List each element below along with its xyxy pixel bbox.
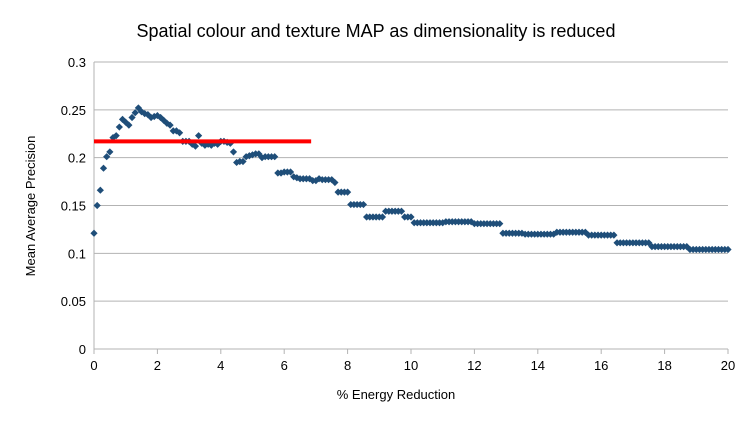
x-tick-label: 18 (657, 358, 671, 373)
x-tick-label: 8 (344, 358, 351, 373)
data-point (131, 109, 139, 117)
data-point (128, 113, 136, 122)
x-tick-labels: 0 2 4 6 8 10 12 14 16 18 20 (90, 358, 735, 373)
data-point (144, 111, 152, 119)
gridlines (94, 61, 728, 302)
x-tick-label: 10 (404, 358, 418, 373)
y-tick-label: 0.2 (68, 151, 86, 166)
chart-title: Spatial colour and texture MAP as dimens… (137, 21, 616, 41)
y-tick-label: 0.1 (68, 246, 86, 261)
y-tick-label: 0 (79, 342, 86, 357)
data-point (724, 245, 732, 254)
data-point (610, 231, 618, 239)
x-tick-label: 16 (594, 358, 608, 373)
data-point (125, 121, 133, 129)
data-point (106, 148, 114, 156)
data-point (96, 186, 104, 194)
data-point (93, 201, 101, 210)
axes (93, 62, 729, 354)
data-point (496, 220, 504, 228)
data-point (397, 207, 406, 215)
data-point (166, 121, 174, 129)
data-point (115, 123, 123, 131)
data-point (195, 132, 203, 140)
data-point (290, 173, 298, 181)
y-tick-labels: 0 0.05 0.1 0.15 0.2 0.25 0.3 (61, 55, 86, 357)
data-point (255, 150, 263, 158)
data-point (312, 177, 320, 185)
data-point (344, 188, 352, 196)
y-axis-label: Mean Average Precision (23, 136, 38, 277)
y-tick-label: 0.05 (61, 294, 86, 309)
data-point (277, 169, 285, 177)
data-point (271, 153, 279, 161)
data-point (407, 213, 415, 221)
x-tick-label: 4 (217, 358, 224, 373)
data-point (331, 178, 339, 187)
x-tick-label: 12 (467, 358, 481, 373)
data-points (90, 104, 732, 254)
data-point (581, 228, 589, 236)
data-point (229, 148, 238, 156)
x-tick-label: 20 (721, 358, 735, 373)
data-point (359, 200, 368, 209)
x-tick-label: 14 (531, 358, 545, 373)
y-tick-label: 0.25 (61, 103, 86, 118)
y-tick-label: 0.15 (61, 199, 86, 214)
y-tick-label: 0.3 (68, 55, 86, 70)
data-point (153, 111, 161, 120)
data-point (378, 213, 387, 221)
data-point (175, 129, 184, 137)
data-point (99, 164, 108, 172)
x-tick-label: 0 (90, 358, 97, 373)
x-axis-label: % Energy Reduction (337, 387, 456, 402)
data-point (90, 229, 98, 237)
data-point (103, 153, 111, 161)
data-point (191, 142, 200, 150)
data-point (239, 157, 247, 166)
data-point (112, 132, 120, 140)
x-tick-label: 2 (154, 358, 161, 373)
data-point (683, 243, 691, 251)
data-point (286, 168, 295, 176)
x-tick-label: 6 (281, 358, 288, 373)
data-point (150, 112, 158, 121)
